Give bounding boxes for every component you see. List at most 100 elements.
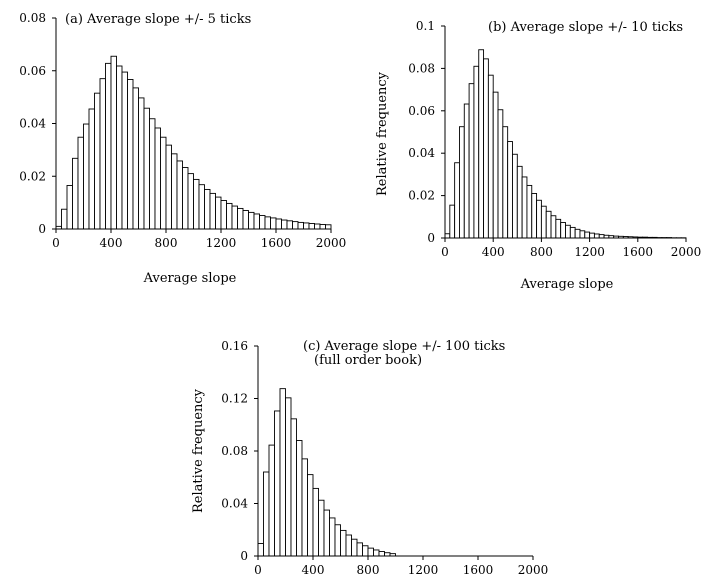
x-tick-label-b-0: 0 [441, 245, 449, 259]
bar-b-2 [454, 162, 460, 239]
bar-a-25 [193, 178, 200, 230]
bar-a-46 [308, 223, 315, 230]
bar-b-14 [512, 153, 518, 239]
bar-a-34 [242, 210, 249, 230]
chart-title-b: (b) Average slope +/- 10 ticks [488, 20, 683, 35]
y-tick-label-b-5: 0.1 [416, 19, 435, 33]
bar-a-28 [209, 192, 216, 230]
bar-b-5 [468, 83, 475, 239]
bar-b-8 [483, 58, 489, 239]
bar-b-19 [536, 199, 542, 239]
y-tick-label-a-0: 0 [38, 222, 46, 236]
x-tick-label-b-1: 400 [482, 245, 505, 259]
bar-c-14 [334, 524, 341, 557]
x-tick-label-a-1: 400 [100, 236, 123, 250]
bar-a-14 [132, 87, 139, 230]
bar-a-42 [286, 220, 293, 230]
bar-c-12 [323, 509, 330, 557]
x-tick-label-c-5: 2000 [518, 563, 549, 577]
y-tick-label-c-2: 0.08 [221, 444, 248, 458]
y-tick-label-a-3: 0.06 [19, 64, 46, 78]
bar-a-27 [204, 188, 211, 230]
x-tick-label-c-4: 1600 [463, 563, 494, 577]
bar-b-3 [459, 126, 465, 239]
bar-b-23 [555, 218, 562, 239]
bar-c-16 [345, 534, 352, 557]
x-tick-label-c-0: 0 [254, 563, 262, 577]
y-tick-label-b-1: 0.02 [408, 189, 435, 203]
bar-c-17 [351, 538, 358, 557]
bar-a-1 [61, 208, 68, 230]
bar-b-4 [463, 103, 470, 239]
y-axis-label-c: Relative frequency [191, 388, 206, 513]
x-tick-label-a-5: 2000 [316, 236, 347, 250]
plot-area-c: 0 400 800 1200 1600 2000 0 0.04 0.08 0.12 0.16 [221, 339, 548, 577]
bar-a-32 [231, 205, 238, 230]
bar-a-41 [281, 219, 288, 230]
chart-panel-a: (a) Average slope +/- 5 ticks Average sl… [19, 11, 346, 286]
bar-a-40 [275, 218, 282, 230]
bar-b-22 [550, 215, 557, 239]
bar-a-38 [264, 216, 271, 230]
bar-a-13 [127, 79, 134, 230]
bar-b-12 [502, 126, 509, 239]
bar-a-47 [314, 223, 321, 230]
bar-c-9 [307, 474, 314, 557]
x-tick-label-b-4: 1600 [623, 245, 654, 259]
y-tick-label-b-0: 0 [427, 231, 435, 245]
bar-a-48 [319, 224, 326, 230]
bar-a-22 [176, 160, 183, 230]
x-tick-label-b-5: 2000 [671, 245, 702, 259]
x-axis-label-b: Average slope [520, 277, 614, 292]
bar-b-9 [487, 74, 494, 239]
bar-c-19 [362, 545, 369, 557]
bar-a-20 [165, 144, 172, 230]
bar-b-26 [569, 226, 576, 239]
plot-area-b: 0 400 800 1200 1600 2000 0 0.02 0.04 0.06 0.08 0.1 [408, 19, 701, 259]
x-tick-label-a-0: 0 [52, 236, 60, 250]
bar-a-18 [154, 127, 161, 230]
y-tick-label-a-2: 0.04 [19, 117, 46, 131]
bar-c-20 [367, 547, 374, 557]
bar-b-10 [492, 91, 499, 239]
bar-a-16 [143, 107, 150, 230]
x-tick-label-c-1: 400 [302, 563, 325, 577]
y-tick-label-a-1: 0.02 [19, 169, 46, 183]
bar-a-7 [94, 92, 101, 230]
bar-c-4 [279, 388, 286, 557]
y-tick-label-c-4: 0.16 [221, 339, 248, 353]
y-tick-label-b-4: 0.08 [408, 61, 435, 75]
bar-c-8 [301, 458, 308, 557]
x-tick-label-b-3: 1200 [574, 245, 605, 259]
bar-c-10 [312, 487, 319, 557]
y-tick-label-b-3: 0.06 [408, 104, 435, 118]
bar-c-18 [356, 542, 363, 557]
x-axis-label-a: Average slope [143, 271, 237, 286]
bar-a-44 [297, 221, 304, 230]
bar-a-15 [138, 97, 145, 230]
bar-a-5 [83, 123, 90, 230]
bar-a-30 [220, 200, 227, 230]
bar-b-25 [565, 224, 571, 239]
bar-a-43 [292, 221, 299, 230]
bar-b-18 [531, 193, 538, 239]
x-tick-label-c-3: 1200 [408, 563, 439, 577]
bar-c-22 [378, 551, 385, 557]
bar-b-31 [593, 233, 600, 239]
bar-b-1 [449, 204, 456, 239]
bar-c-0 [257, 543, 264, 557]
bar-a-23 [182, 167, 189, 230]
y-axis-label-b: Relative frequency [375, 71, 390, 196]
chart-subtitle-c: (full order book) [314, 353, 422, 368]
bar-b-21 [545, 210, 552, 239]
chart-panel-c: (c) Average slope +/- 100 ticks (full or… [191, 339, 548, 577]
bar-a-17 [149, 118, 156, 230]
y-tick-label-c-0: 0 [240, 549, 248, 563]
bar-c-15 [340, 529, 347, 557]
bar-c-13 [329, 517, 336, 557]
bar-a-49 [325, 224, 332, 230]
y-tick-label-b-2: 0.04 [408, 146, 435, 160]
bar-b-16 [521, 176, 528, 239]
x-tick-label-a-2: 800 [155, 236, 178, 250]
